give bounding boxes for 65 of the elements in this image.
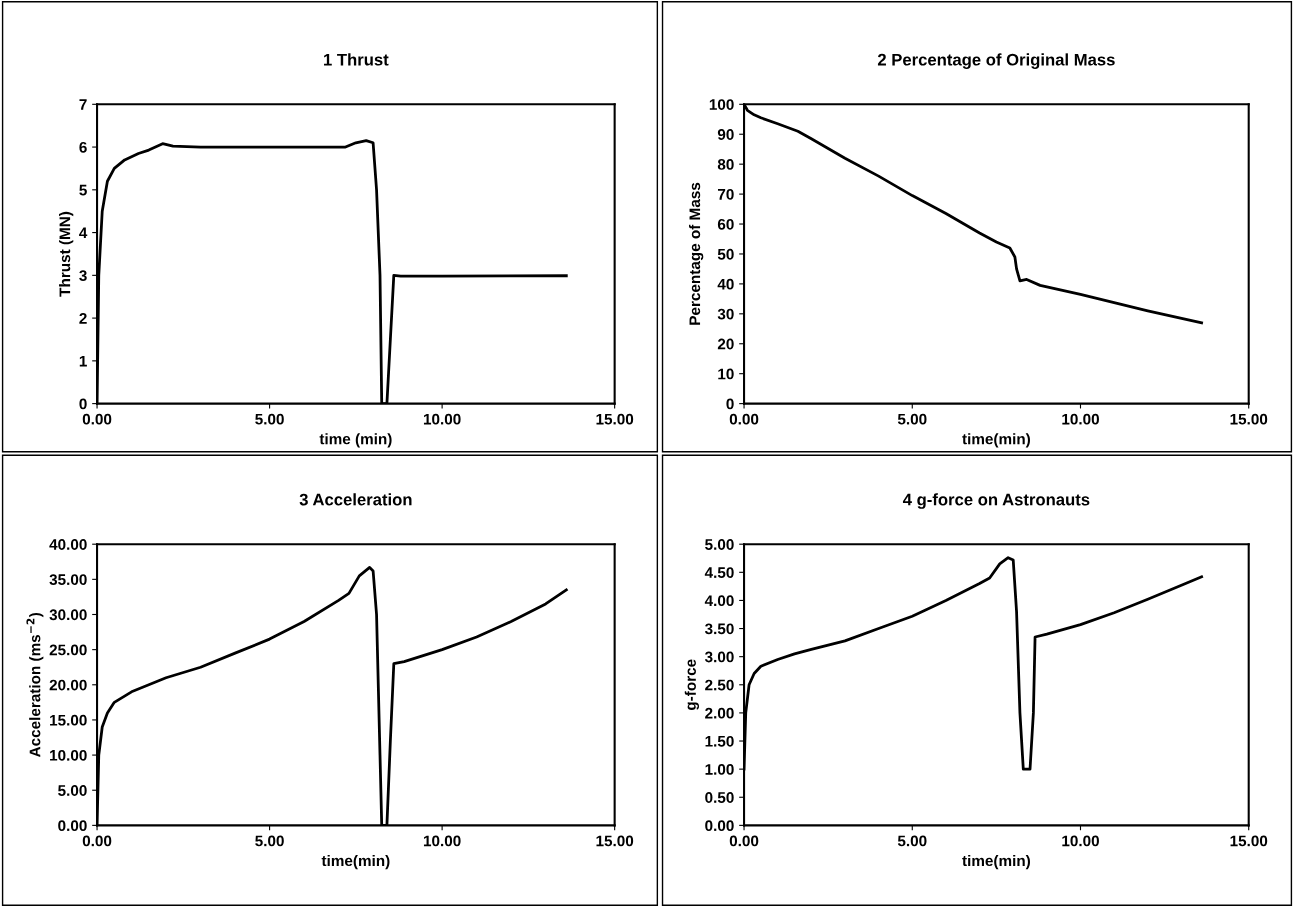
y-tick-label: 0.50 [705, 792, 734, 803]
y-tick-label: 5.00 [705, 539, 734, 550]
y-tick-label: 4 [79, 227, 88, 239]
y-tick-label: 3.00 [704, 651, 734, 663]
y-tick-label: 60 [717, 218, 734, 230]
y-tick-label: 50 [717, 248, 734, 260]
chart-title: 3 Acceleration [299, 493, 412, 506]
y-tick-label: 30 [717, 308, 734, 320]
y-tick-label: 1 [79, 355, 87, 367]
y-tick-label: 6 [79, 141, 87, 153]
y-tick-label: 2.50 [705, 679, 734, 691]
y-tick-label: 90 [717, 129, 734, 140]
x-tick-label: 5.00 [255, 835, 284, 847]
x-axis-title: time (min) [319, 433, 392, 448]
x-tick-label: 5.00 [255, 413, 284, 425]
y-tick-label: 30.00 [49, 609, 87, 621]
x-tick-label: 5.00 [897, 413, 927, 425]
x-tick-label: 0.00 [729, 835, 759, 847]
y-tick-label: 0 [726, 398, 734, 410]
y-tick-label: 100 [709, 99, 734, 110]
y-tick-label: 4.50 [704, 567, 734, 578]
y-tick-label: 40.00 [49, 539, 87, 550]
y-axis-title: g-force [684, 659, 700, 711]
y-tick-label: 70 [717, 188, 734, 200]
y-tick-label: 0 [79, 398, 87, 410]
chart-title: 4 g-force on Astronauts [902, 493, 1090, 509]
y-axis-title: Thrust (MN) [59, 211, 74, 297]
y-axis-title: Acceleration (ms$^{−2}$) [26, 613, 44, 758]
x-tick-label: 10.00 [423, 835, 461, 847]
y-tick-label: 7 [79, 99, 87, 110]
y-tick-label: 2 [79, 312, 87, 324]
y-tick-label: 5 [79, 184, 87, 196]
y-tick-label: 2.00 [705, 707, 734, 719]
y-tick-label: 25.00 [49, 644, 87, 656]
y-tick-label: 35.00 [49, 574, 87, 586]
x-tick-label: 10.00 [1062, 835, 1099, 847]
y-tick-label: 10.00 [50, 749, 87, 761]
x-tick-label: 0.00 [729, 413, 759, 425]
x-axis-title: time(min) [962, 433, 1030, 448]
chart-title: 1 Thrust [324, 53, 389, 66]
x-tick-label: 15.00 [596, 835, 634, 847]
x-tick-label: 10.00 [1062, 413, 1099, 425]
y-tick-label: 1.50 [705, 735, 734, 747]
x-tick-label: 15.00 [1230, 413, 1268, 425]
y-axis-title: Percentage of Mass [688, 182, 704, 325]
x-tick-label: 5.00 [897, 835, 927, 847]
x-tick-label: 15.00 [596, 413, 634, 425]
y-tick-label: 5.00 [58, 785, 87, 796]
y-tick-label: 3.50 [704, 623, 734, 635]
x-tick-label: 15.00 [1230, 835, 1268, 847]
y-tick-label: 40 [717, 278, 734, 290]
y-tick-label: 0.00 [705, 820, 734, 832]
y-tick-label: 0.00 [58, 820, 87, 832]
chart-title: 2 Percentage of Original Mass [877, 53, 1115, 69]
x-axis-title: time(min) [321, 854, 390, 870]
x-tick-label: 10.00 [423, 413, 461, 425]
y-tick-label: 4.00 [704, 595, 734, 607]
y-tick-label: 3 [79, 270, 87, 282]
y-tick-label: 15.00 [50, 714, 87, 726]
y-tick-label: 20 [717, 338, 734, 350]
x-axis-title: time(min) [962, 854, 1030, 870]
y-tick-label: 1.00 [705, 764, 734, 775]
y-tick-label: 80 [717, 159, 734, 170]
y-tick-label: 10 [718, 368, 734, 380]
y-tick-label: 20.00 [49, 679, 87, 691]
